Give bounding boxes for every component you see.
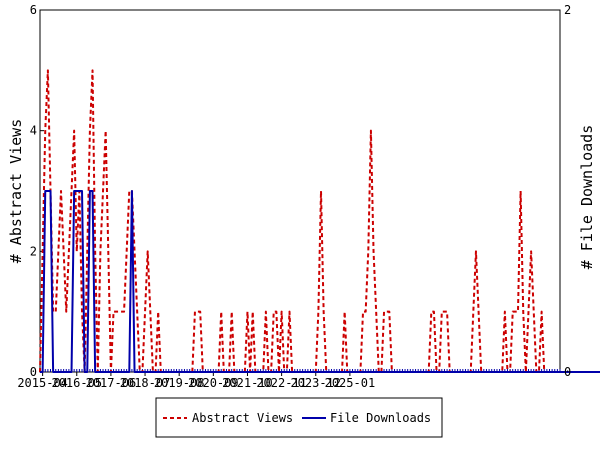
y-tick-label: 0 [30,365,37,379]
x-tick-label: 2022-11 [256,376,307,390]
x-tick-label: 2021-10 [222,376,273,390]
tick-labels: 2015-042016-052017-062018-072019-082020-… [17,3,571,390]
x-tick-label: 2019-08 [154,376,205,390]
y-axis-title: # Abstract Views [7,119,25,264]
y-tick-label: 6 [30,3,37,17]
series-line-file-downloads [40,190,600,373]
x-tick-label: 2023-12 [290,376,341,390]
x-tick-label: 2016-05 [51,376,102,390]
legend-label-file-downloads: File Downloads [330,411,431,425]
y2-axis-title: # File Downloads [578,125,596,270]
plot-area [39,9,561,373]
legend-box [155,397,443,438]
legend-label-abstract-views: Abstract Views [192,411,293,425]
x-tick-label: 2017-06 [86,376,137,390]
x-tick-label: 2020-09 [188,376,239,390]
y-tick-label: 4 [30,124,37,138]
series-line-abstract-views [39,69,560,373]
x-tick-label: 2015-04 [17,376,68,390]
series-lines [39,69,600,373]
y2-tick-label: 2 [564,3,571,17]
x-tick-label: 2025-01 [325,376,376,390]
legend: Abstract Views File Downloads [155,397,443,438]
x-tick-label: 2018-07 [120,376,171,390]
y-tick-label: 2 [30,244,37,258]
y2-tick-label: 0 [564,365,571,379]
